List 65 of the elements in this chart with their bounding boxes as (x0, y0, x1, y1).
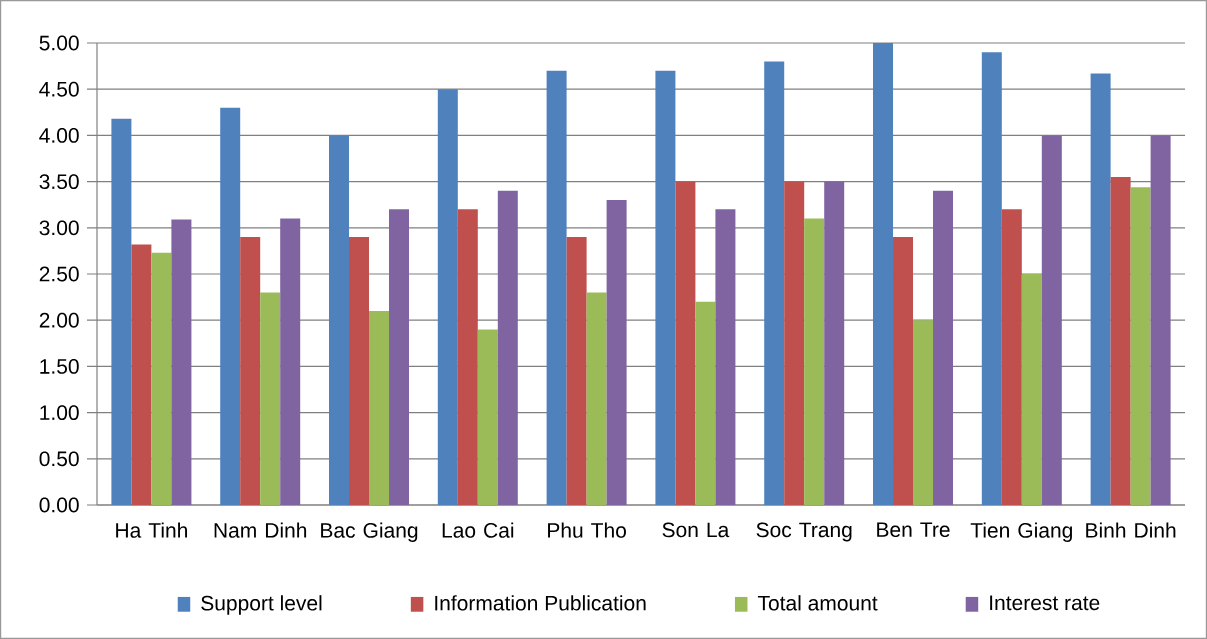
bar (280, 218, 301, 505)
x-tick-label: Ha Tinh (116, 522, 188, 538)
bar (389, 209, 409, 505)
bar (913, 320, 934, 505)
x-tick-label: Soc Trang (756, 522, 852, 542)
bar (260, 292, 281, 505)
bar (349, 237, 369, 505)
x-tick-label: Tien Giang (970, 522, 1072, 542)
x-tick-label: Lao Cai (442, 522, 514, 538)
y-tick-label: 1.00 (40, 405, 79, 421)
y-tick-label: 2.00 (39, 312, 79, 328)
bar (329, 135, 350, 505)
legend-label: Information Publication (435, 595, 646, 611)
bar (477, 329, 498, 505)
bar (497, 190, 518, 505)
bar (784, 181, 805, 505)
bar (981, 52, 1002, 505)
bar (586, 292, 607, 505)
y-tick-label: 4.50 (39, 81, 79, 97)
y-tick-label: 1.50 (40, 358, 79, 374)
bar (151, 252, 172, 505)
x-tick-label: Ben Tre (877, 522, 950, 538)
bar (1041, 135, 1062, 505)
bar (1021, 274, 1042, 505)
bar (804, 218, 825, 505)
bar (824, 181, 845, 505)
legend-label: Support level (201, 595, 322, 615)
bar (933, 190, 954, 505)
bar (1130, 187, 1151, 505)
x-tick-label: Binh Dinh (1086, 522, 1176, 538)
y-tick-label: 2.50 (39, 266, 79, 282)
bar (695, 301, 716, 505)
y-tick-label: 5.00 (39, 35, 79, 51)
bar (606, 200, 627, 505)
bar (893, 237, 914, 505)
y-tick-label: 0.50 (39, 451, 79, 467)
bar (1150, 135, 1171, 505)
y-tick-label: 3.00 (39, 220, 79, 236)
bar (171, 219, 192, 505)
bar (1001, 209, 1022, 505)
y-tick-label: 4.00 (39, 127, 79, 143)
bar (457, 209, 478, 505)
bar (369, 310, 390, 505)
bar (220, 107, 241, 505)
bar (566, 237, 587, 505)
bar (546, 70, 567, 505)
bar (111, 118, 132, 505)
bar (131, 244, 152, 505)
y-tick-label: 3.50 (39, 174, 79, 190)
bar (873, 43, 894, 505)
bar (1110, 176, 1131, 505)
x-tick-label: Son La (662, 522, 730, 538)
legend-label: Total amount (757, 595, 878, 611)
legend-label: Interest rate (990, 595, 1100, 611)
bar (437, 89, 458, 505)
bar (715, 209, 736, 505)
x-tick-label: Nam Dinh (214, 522, 307, 538)
x-tick-label: Phu Tho (548, 522, 626, 538)
x-tick-label: Bac Giang (321, 522, 418, 542)
bar (764, 61, 785, 505)
bar (655, 70, 676, 505)
bar (1090, 73, 1111, 505)
y-tick-label: 0.00 (39, 497, 79, 513)
bar (675, 181, 696, 505)
bar (240, 237, 261, 505)
